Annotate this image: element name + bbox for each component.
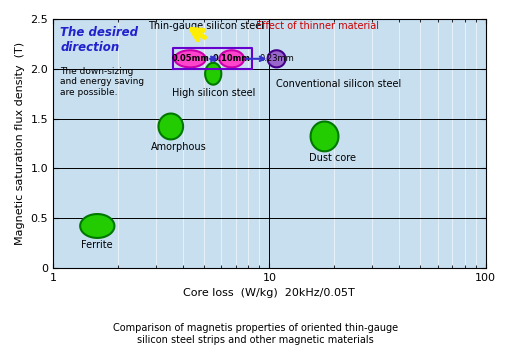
Polygon shape [175, 50, 205, 68]
Polygon shape [158, 113, 183, 140]
Text: Comparison of magnetis properties of oriented thin-gauge
silicon steel strips an: Comparison of magnetis properties of ori… [113, 323, 398, 345]
Polygon shape [205, 63, 221, 85]
Polygon shape [219, 50, 244, 68]
Text: 0.05mm: 0.05mm [171, 54, 209, 63]
Text: Ferrite: Ferrite [81, 240, 113, 250]
Text: The desired
direction: The desired direction [60, 26, 138, 54]
Text: Amorphous: Amorphous [151, 142, 206, 152]
Polygon shape [80, 214, 114, 238]
Text: Effect of thinner material: Effect of thinner material [256, 21, 379, 31]
Text: Conventional silicon steel: Conventional silicon steel [276, 79, 402, 89]
Y-axis label: Magnetic saturation flux density  (T): Magnetic saturation flux density (T) [15, 42, 25, 245]
Text: 0.23mm: 0.23mm [259, 54, 294, 63]
Text: High silicon steel: High silicon steel [172, 88, 255, 98]
X-axis label: Core loss  (W/kg)  20kHz/0.05T: Core loss (W/kg) 20kHz/0.05T [183, 288, 355, 298]
Polygon shape [311, 121, 338, 151]
Text: 0.10mm: 0.10mm [213, 54, 251, 63]
Text: Dust core: Dust core [309, 153, 356, 163]
Text: Thin-gauge silicon steel: Thin-gauge silicon steel [148, 21, 264, 31]
Polygon shape [268, 50, 286, 68]
Text: The down-sizing
and energy saving
are possible.: The down-sizing and energy saving are po… [60, 67, 145, 96]
